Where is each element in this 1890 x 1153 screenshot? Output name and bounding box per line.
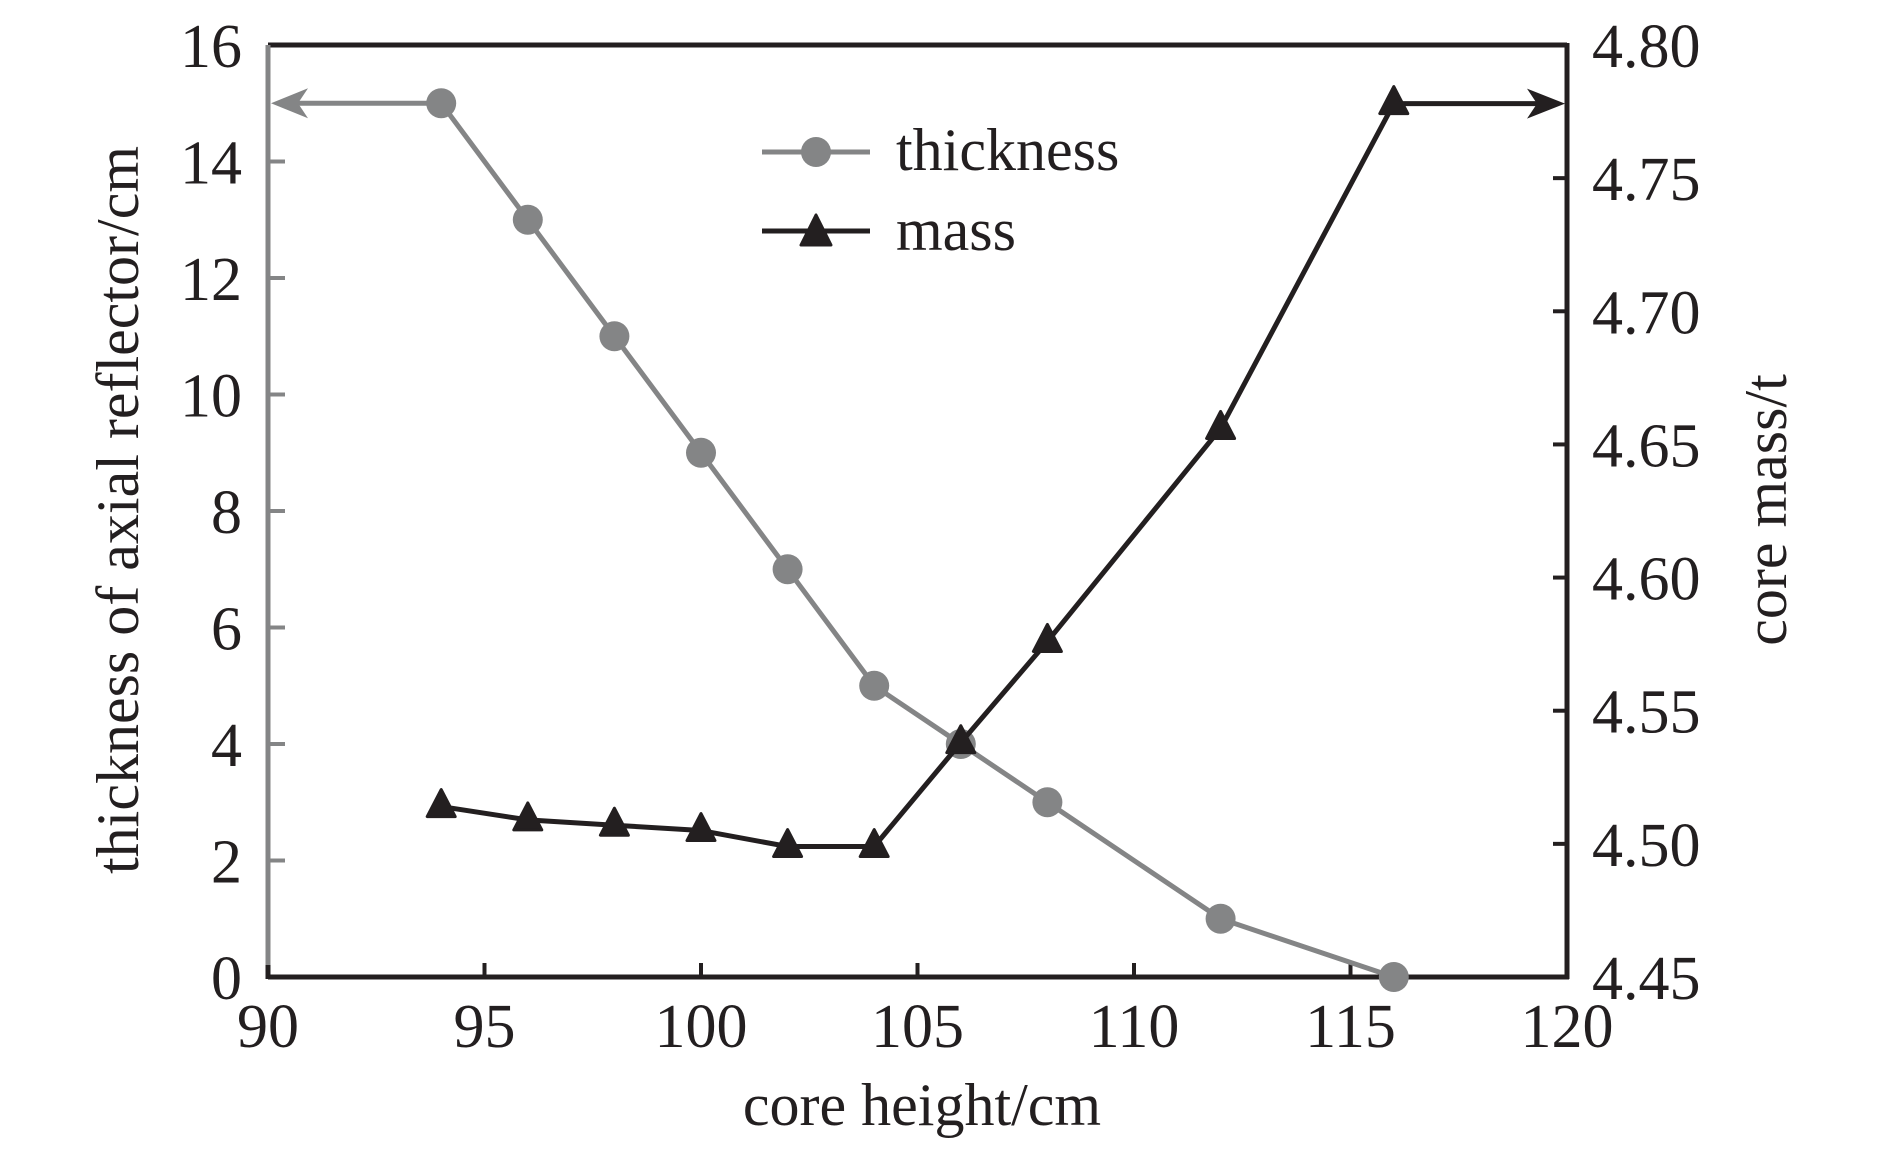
legend-marker-circle (801, 137, 831, 167)
data-point-thickness (426, 88, 457, 119)
series-line-mass (440, 102, 1397, 850)
series-thickness (271, 88, 1409, 992)
x-tick-label: 105 (871, 993, 964, 1061)
y-tick-label-left: 8 (211, 479, 242, 547)
x-tick-label: 110 (1089, 993, 1180, 1061)
series (271, 85, 1565, 992)
series-mass (425, 85, 1565, 859)
legend-item-thickness: thickness (762, 117, 1119, 183)
y-tick-label-right: 4.80 (1592, 13, 1701, 81)
y-tick-label-left: 6 (211, 596, 242, 664)
legend-marker-triangle (799, 213, 833, 247)
axes (265, 42, 1570, 980)
arrow-head-right-icon (1527, 88, 1565, 119)
data-point-mass (772, 828, 804, 859)
y-tick-label-right: 4.60 (1592, 546, 1701, 614)
y-tick-label-left: 10 (180, 363, 242, 431)
y-tick-label-right: 4.70 (1592, 279, 1701, 347)
data-point-thickness (859, 670, 890, 701)
data-point-mass (1031, 622, 1063, 653)
data-point-mass (598, 806, 630, 837)
data-point-mass (858, 828, 890, 859)
y-tick-label-left: 14 (180, 130, 242, 198)
y-tick-label-right: 4.65 (1592, 412, 1701, 480)
x-tick-label: 115 (1305, 993, 1396, 1061)
data-point-mass (1205, 409, 1237, 440)
y-tick-label-left: 2 (211, 829, 242, 897)
y-tick-label-left: 0 (211, 945, 242, 1013)
legend-label-mass: mass (896, 197, 1016, 263)
data-point-mass (1378, 85, 1410, 116)
x-tick-label: 100 (655, 993, 748, 1061)
y-tick-label-left: 16 (180, 13, 242, 81)
x-tick-label: 90 (237, 993, 299, 1061)
data-point-mass (425, 788, 457, 819)
data-point-thickness (686, 437, 716, 468)
x-tick-label: 95 (454, 993, 516, 1061)
data-point-thickness (1378, 962, 1409, 992)
series-line-thickness (439, 101, 1395, 980)
y-tick-label-right: 4.75 (1592, 146, 1701, 214)
data-point-mass (685, 812, 717, 843)
y-tick-label-right: 4.50 (1592, 812, 1701, 880)
y-axis-title-right: core mass/t (1733, 374, 1799, 646)
y-tick-label-left: 4 (211, 712, 242, 780)
y-tick-label-left: 12 (180, 246, 242, 314)
ticks: 90 95 100 105 110 115 120 0 2 4 6 8 10 12 14 16 4.45 4.50… (180, 13, 1701, 1061)
arrow-head-left-icon (271, 88, 308, 119)
legend-label-thickness: thickness (896, 117, 1119, 183)
data-point-thickness (599, 321, 630, 352)
data-point-thickness (1205, 903, 1236, 934)
data-point-mass (945, 724, 977, 755)
legend-item-mass: mass (762, 197, 1016, 263)
data-point-thickness (1032, 787, 1063, 818)
data-point-thickness (772, 554, 803, 585)
y-tick-label-right: 4.55 (1592, 679, 1701, 747)
y-axis-title-left: thickness of axial reflector/cm (85, 146, 151, 874)
legend: thickness mass (762, 117, 1119, 263)
x-axis-title: core height/cm (743, 1072, 1101, 1138)
x-tick-label: 120 (1521, 993, 1614, 1061)
data-point-thickness (512, 204, 543, 235)
data-point-mass (512, 801, 544, 832)
y-tick-label-right: 4.45 (1592, 945, 1701, 1013)
